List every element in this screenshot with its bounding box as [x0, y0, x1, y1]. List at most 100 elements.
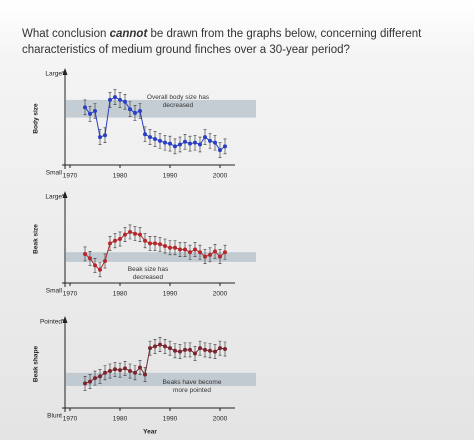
point	[118, 97, 122, 102]
point	[153, 344, 157, 349]
point	[193, 351, 197, 356]
point	[183, 139, 187, 144]
point	[188, 250, 192, 255]
annotation: Overall body size has decreased	[146, 94, 210, 109]
point	[223, 250, 227, 255]
annotation-box: Beak size has decreased	[127, 266, 169, 281]
point	[133, 231, 137, 236]
y-tick-label: Pointed	[40, 319, 62, 326]
x-tick-label: 1990	[163, 291, 178, 298]
point	[183, 347, 187, 352]
point	[163, 140, 167, 145]
point	[153, 241, 157, 246]
point	[218, 346, 222, 351]
point	[203, 347, 207, 352]
point	[93, 109, 97, 114]
question-emphasis: cannot	[109, 28, 148, 40]
y-tick-label: Large	[45, 194, 62, 201]
point	[158, 138, 162, 143]
point	[153, 136, 157, 141]
question-line: What conclusion cannot be drawn from the…	[22, 26, 421, 42]
point	[173, 144, 177, 149]
point	[213, 349, 217, 354]
point	[103, 370, 107, 375]
point	[118, 237, 122, 241]
point	[113, 367, 117, 372]
point	[108, 369, 112, 374]
y-tick-label: Small	[46, 288, 63, 295]
y-axis-label: Body size	[33, 103, 40, 134]
point	[83, 105, 87, 110]
point	[118, 368, 122, 373]
point	[113, 95, 117, 100]
point	[223, 144, 227, 149]
point	[83, 381, 87, 386]
point	[103, 133, 107, 138]
point	[178, 247, 182, 252]
point	[163, 244, 167, 249]
point	[93, 376, 97, 381]
point	[218, 148, 222, 153]
y-tick-label: Small	[46, 170, 63, 177]
point	[213, 140, 217, 145]
point	[173, 348, 177, 353]
point	[148, 135, 152, 140]
point	[208, 252, 212, 257]
point	[208, 138, 212, 143]
point	[138, 109, 142, 114]
point	[88, 256, 92, 261]
point	[98, 267, 102, 272]
annotation-box: Beaks have become more pointed	[162, 379, 222, 394]
point	[193, 247, 197, 252]
question: What conclusion cannot be drawn from the…	[22, 26, 421, 58]
point	[123, 99, 127, 104]
x-tick-label: 1990	[163, 416, 178, 423]
point	[93, 263, 97, 268]
point	[218, 254, 222, 259]
point	[123, 232, 127, 237]
y-axis-label: Beak size	[33, 224, 40, 254]
point	[168, 141, 172, 146]
x-tick-label: 1990	[163, 173, 178, 180]
x-tick-label: 1980	[113, 291, 128, 298]
point	[173, 245, 177, 250]
point	[163, 344, 167, 349]
x-tick-label: 1970	[63, 173, 78, 180]
question-text: be drawn from the graphs below, concerni…	[147, 28, 422, 40]
point	[108, 241, 112, 246]
point	[133, 370, 137, 375]
point	[208, 348, 212, 353]
question-text: What conclusion	[22, 28, 110, 40]
point	[158, 342, 162, 347]
annotation: Beaks have become more pointed	[162, 379, 222, 394]
point	[143, 372, 147, 377]
point	[203, 254, 207, 259]
point	[83, 251, 87, 256]
point	[168, 245, 172, 250]
point	[108, 97, 112, 102]
point	[143, 132, 147, 137]
question-line: characteristics of medium ground finches…	[22, 44, 350, 56]
point	[188, 347, 192, 352]
point	[223, 347, 227, 352]
band	[66, 252, 256, 262]
point	[98, 135, 102, 140]
annotation: Beak size has decreased	[127, 266, 169, 281]
x-tick-label: 1970	[63, 416, 78, 423]
x-tick-label: 1980	[113, 416, 128, 423]
point	[183, 247, 187, 252]
point	[148, 346, 152, 351]
y-tick-label: Large	[45, 71, 62, 78]
point	[98, 374, 102, 379]
x-tick-label: 1980	[113, 173, 128, 180]
y-axis-label: Beak shape	[33, 346, 40, 383]
point	[213, 249, 217, 254]
x-tick-label: 2000	[213, 291, 228, 298]
point	[198, 250, 202, 255]
point	[138, 232, 142, 237]
point	[88, 111, 92, 116]
point	[168, 346, 172, 351]
point	[128, 369, 132, 374]
